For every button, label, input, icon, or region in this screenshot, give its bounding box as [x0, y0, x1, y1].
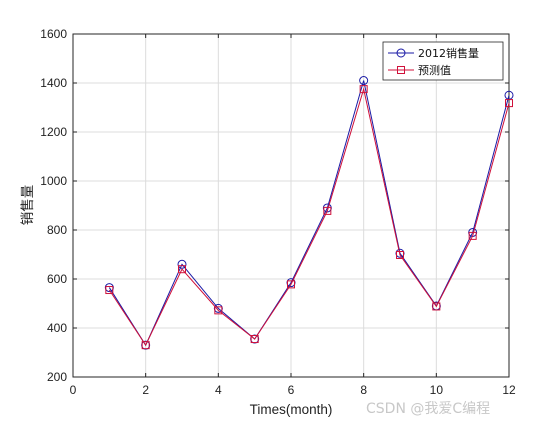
- series-2-line: [108, 87, 510, 347]
- series-2-point-3: [178, 265, 186, 274]
- series-2-point-11: [468, 231, 477, 240]
- y-tick-label-6: 1400: [40, 76, 67, 90]
- y-tick-label-1: 400: [47, 321, 67, 335]
- legend-label-series-2: 预测值: [418, 64, 451, 77]
- y-tick-label-5: 1200: [40, 125, 67, 139]
- series-2-point-8: [359, 85, 368, 94]
- watermark-text: CSDN @我爱C编程: [366, 401, 491, 417]
- x-tick-label-0: 0: [70, 383, 77, 397]
- x-tick-label-6: 12: [502, 383, 516, 397]
- x-tick-label-2: 4: [215, 383, 222, 397]
- x-tick-label-1: 2: [142, 383, 149, 397]
- series-2-point-2: [141, 341, 150, 350]
- series-2-point-4: [214, 306, 223, 315]
- legend-marker-series-2: [397, 66, 405, 74]
- x-tick-label-4: 8: [360, 383, 367, 397]
- legend-label-series-1: 2012销售量: [418, 46, 479, 60]
- legend: 2012销售量 预测值: [382, 41, 504, 81]
- grid-lines: [73, 34, 509, 377]
- legend-marker-series-1: [396, 48, 406, 58]
- x-tick-label-3: 6: [288, 383, 295, 397]
- series-1-point-8: [359, 76, 369, 86]
- series-2-point-12: [505, 99, 513, 108]
- y-tick-label-7: 1600: [40, 27, 67, 41]
- x-tick-label-5: 10: [430, 383, 444, 397]
- axis-ticks: 0 2 4 6 8 10 12 200 400 600 800 1000 1200 1400 1600: [40, 27, 516, 397]
- series-2-point-5: [250, 335, 259, 344]
- series-2-point-9: [396, 250, 404, 259]
- y-tick-label-0: 200: [47, 370, 67, 384]
- y-tick-label-4: 1000: [40, 174, 67, 188]
- series-2-point-7: [323, 206, 332, 215]
- y-tick-label-3: 800: [47, 223, 67, 237]
- series-2-point-10: [432, 302, 441, 311]
- y-axis-title: 销售量: [20, 185, 35, 226]
- series-1-point-3: [177, 259, 187, 269]
- series-group: [104, 76, 514, 350]
- y-tick-label-2: 600: [47, 272, 67, 286]
- series-2-point-1: [105, 286, 114, 295]
- series-2-point-6: [287, 280, 295, 289]
- x-axis-title: Times(month): [250, 402, 333, 417]
